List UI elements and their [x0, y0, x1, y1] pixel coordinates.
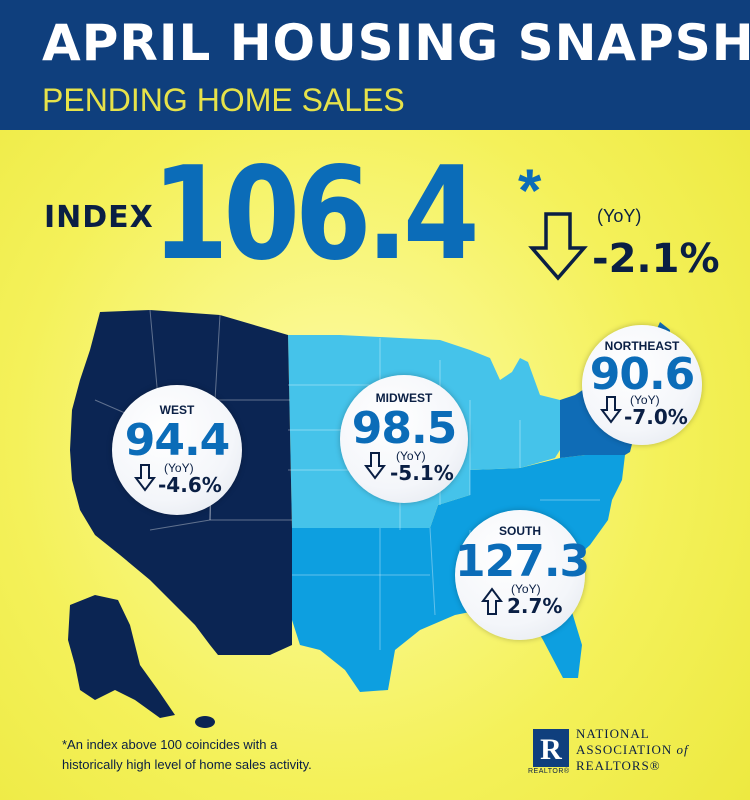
- northeast-bubble: NORTHEAST 90.6 (YoY) -7.0%: [582, 325, 702, 445]
- northeast-yoy-label: (YoY): [630, 393, 660, 407]
- hawaii: [195, 716, 215, 728]
- arrow-down-icon: [364, 452, 386, 480]
- midwest-yoy-label: (YoY): [396, 449, 426, 463]
- south-index-value: 127.3: [455, 536, 590, 587]
- footnote-line-1: *An index above 100 coincides with a: [62, 737, 278, 752]
- logo-line-1: NATIONAL: [576, 726, 650, 741]
- footnote: *An index above 100 coincides with a his…: [62, 735, 362, 775]
- northeast-index-value: 90.6: [589, 349, 696, 400]
- south-region-label: SOUTH: [499, 524, 541, 538]
- asterisk-mark: *: [518, 157, 542, 224]
- page-subtitle: PENDING HOME SALES: [42, 82, 405, 118]
- midwest-index-value: 98.5: [351, 403, 458, 454]
- logo-line-3: REALTORS®: [576, 758, 661, 773]
- index-label: INDEX: [44, 200, 154, 235]
- south-yoy-label: (YoY): [511, 582, 541, 596]
- arrow-down-icon: [528, 212, 588, 281]
- nar-wordmark: NATIONAL ASSOCIATION of REALTORS®: [576, 726, 689, 774]
- south-yoy-change: 2.7%: [507, 594, 563, 618]
- arrow-down-icon: [600, 396, 622, 424]
- west-bubble: WEST 94.4 (YoY) -4.6%: [112, 385, 242, 515]
- arrow-down-icon: [134, 464, 156, 492]
- northeast-yoy-change: -7.0%: [624, 405, 688, 429]
- alaska: [68, 595, 175, 718]
- northeast-region-label: NORTHEAST: [604, 339, 680, 353]
- national-index-value: 106.4: [152, 140, 480, 289]
- national-yoy-change: -2.1%: [592, 236, 720, 282]
- midwest-region-label: MIDWEST: [375, 391, 433, 405]
- page-title: APRIL HOUSING SNAPSHOT: [42, 14, 750, 72]
- west-yoy-label: (YoY): [164, 461, 194, 475]
- footnote-line-2: historically high level of home sales ac…: [62, 757, 312, 772]
- logo-letter: R: [540, 733, 562, 766]
- header-banner: APRIL HOUSING SNAPSHOT PENDING HOME SALE…: [0, 0, 750, 130]
- west-region-label: WEST: [159, 403, 195, 417]
- west-yoy-change: -4.6%: [158, 473, 222, 497]
- midwest-bubble: MIDWEST 98.5 (YoY) -5.1%: [340, 375, 468, 503]
- south-bubble: SOUTH 127.3 (YoY) 2.7%: [455, 510, 590, 640]
- west-index-value: 94.4: [124, 415, 231, 466]
- logo-realtor-mark: REALTOR®: [528, 768, 570, 775]
- logo-line-2: ASSOCIATION of: [576, 742, 689, 757]
- realtor-logo-icon: R: [533, 729, 569, 767]
- national-yoy-label: (YoY): [597, 206, 642, 226]
- midwest-yoy-change: -5.1%: [390, 461, 454, 485]
- arrow-up-icon: [481, 587, 503, 615]
